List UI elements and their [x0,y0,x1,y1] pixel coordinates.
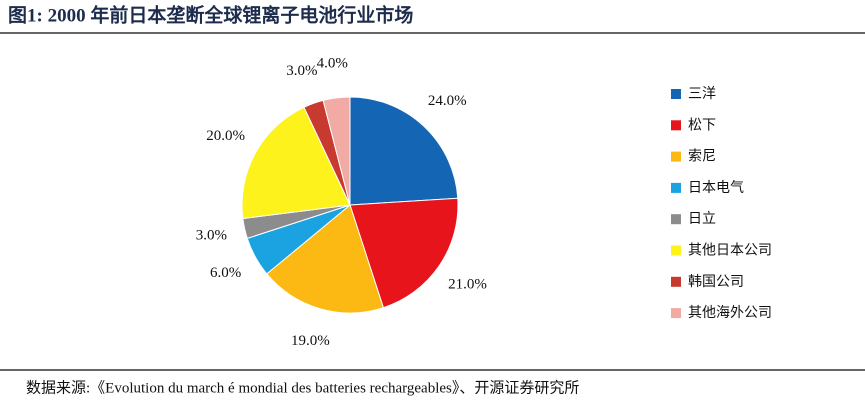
legend-label: 韩国公司 [688,274,744,290]
legend-swatch [671,151,681,162]
legend-swatch [671,276,681,287]
pie-slice [349,96,459,206]
pie-slice [349,197,459,309]
legend-swatch [671,89,681,99]
value-label: 4.0% [317,56,348,72]
pie-slice [266,204,385,314]
legend-label: 索尼 [688,148,716,165]
legend-swatch [671,245,681,256]
value-label: 3.0% [196,227,227,243]
legend-label: 日立 [688,211,716,227]
chart-title: 图1: 2000 年前日本垄断全球锂离子电池行业市场 [8,3,413,26]
value-label: 24.0% [428,93,467,109]
value-label: 3.0% [286,63,317,79]
value-label: 6.0% [210,265,241,281]
source-note: 数据来源:《Evolution du march é mondial des b… [26,379,579,396]
legend-swatch [671,214,681,225]
legend-swatch [671,182,681,193]
value-label: 19.0% [291,333,330,349]
legend-swatch [671,120,681,131]
pie-slice [322,96,351,206]
value-label: 21.0% [448,276,487,292]
pie-slice [241,106,351,220]
legend-label: 其他日本公司 [688,243,772,259]
legend-label: 松下 [688,117,716,133]
legend-swatch [671,308,681,319]
value-label: 20.0% [206,128,245,144]
legend-label: 三洋 [688,86,716,102]
legend-label: 其他海外公司 [688,305,772,321]
legend-label: 日本电气 [688,180,744,196]
